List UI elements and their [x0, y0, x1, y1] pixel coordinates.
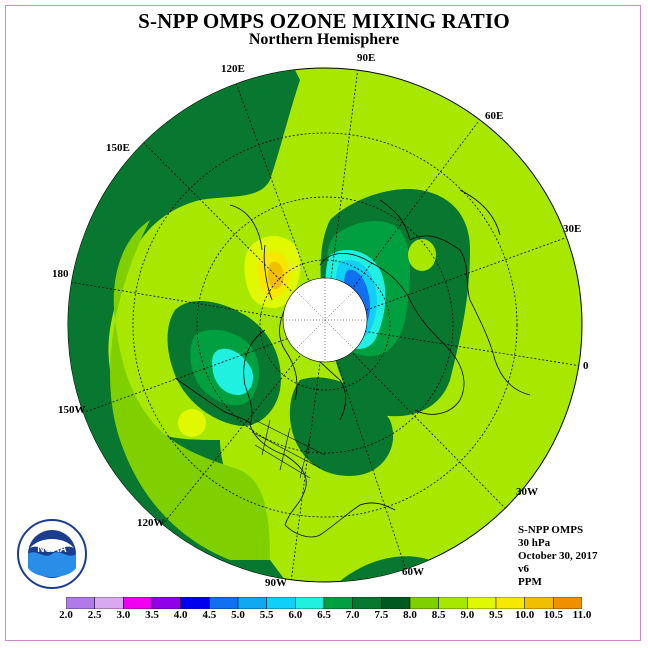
- colorbar-segment: [66, 597, 95, 609]
- state-boundaries: [251, 419, 326, 479]
- colorbar-segment: [524, 597, 554, 609]
- meridians: [69, 68, 582, 582]
- lon-label-180: 180: [52, 268, 69, 280]
- colorbar-segment: [209, 597, 239, 609]
- colorbar-segment: [180, 597, 210, 609]
- info-block: S-NPP OMPS 30 hPa October 30, 2017 v6 PP…: [518, 524, 598, 589]
- colorbar-tick-label: 2.0: [59, 609, 73, 621]
- colorbar-segment: [467, 597, 497, 609]
- colorbar-tick-label: 9.5: [489, 609, 503, 621]
- info-pressure: 30 hPa: [518, 537, 551, 549]
- noaa-logo-text: NOAA: [37, 544, 66, 555]
- colorbar-segment: [237, 597, 267, 609]
- contour-band-7.5-west: [110, 220, 270, 560]
- colorbar-tick-label: 11.0: [572, 609, 592, 621]
- colorbar-tick-label: 4.5: [202, 609, 217, 621]
- contour-band-7.5-europe: [408, 239, 436, 271]
- lon-label-90e: 90E: [357, 52, 376, 64]
- lon-label-120w: 120W: [137, 517, 165, 529]
- lon-label-30e: 30E: [563, 223, 582, 235]
- colorbar-tick-label: 3.0: [116, 609, 131, 621]
- latitude-circles: [132, 132, 518, 518]
- colorbar-segment: [553, 597, 582, 609]
- colorbar-tick-label: 7.0: [345, 609, 360, 621]
- contour-band-8.0-pacific: [178, 409, 206, 437]
- colorbar-tick-label: 8.0: [403, 609, 417, 621]
- contour-band-7.0-atlantic: [289, 377, 394, 476]
- coastlines: [174, 189, 531, 538]
- noaa-logo: NOAA: [17, 519, 87, 589]
- colorbar-tick-label: 4.0: [173, 609, 188, 621]
- colorbar: [66, 597, 582, 609]
- lon-label-30w: 30W: [516, 486, 538, 498]
- colorbar-tick-label: 9.0: [460, 609, 475, 621]
- colorbar-tick-label: 10.5: [543, 609, 563, 621]
- image-frame: [5, 5, 641, 641]
- info-version: v6: [518, 563, 529, 575]
- lon-label-0: 0: [583, 360, 589, 372]
- info-instrument: S-NPP OMPS: [518, 524, 584, 536]
- polar-gap-grid: [283, 278, 367, 362]
- contour-band-6.0-alaska: [212, 348, 254, 395]
- colorbar-tick-label: 3.5: [145, 609, 159, 621]
- map-subtitle: Northern Hemisphere: [248, 31, 400, 48]
- colorbar-tick-label: 5.0: [231, 609, 245, 621]
- colorbar-tick-label: 2.5: [87, 609, 102, 621]
- colorbar-segment: [295, 597, 325, 609]
- colorbar-tick-label: 6.5: [317, 609, 331, 621]
- colorbar-segment: [123, 597, 153, 609]
- lon-label-90w: 90W: [265, 577, 287, 589]
- colorbar-tick-label: 5.5: [259, 609, 274, 621]
- lon-label-60w: 60W: [402, 566, 424, 578]
- colorbar-segment: [94, 597, 124, 609]
- colorbar-segment: [323, 597, 353, 609]
- colorbar-segment: [352, 597, 382, 609]
- colorbar-tick-label: 7.5: [374, 609, 389, 621]
- info-units: PPM: [518, 576, 542, 588]
- lon-label-120e: 120E: [221, 63, 245, 75]
- colorbar-segment: [266, 597, 296, 609]
- colorbar-segment: [381, 597, 411, 609]
- colorbar-tick-label: 6.0: [288, 609, 303, 621]
- contour-band-7.0: [68, 68, 300, 582]
- colorbar-tick-label: 10.0: [515, 609, 535, 621]
- lon-label-60e: 60E: [485, 110, 504, 122]
- colorbar-segment: [151, 597, 181, 609]
- colorbar-segment: [438, 597, 468, 609]
- map-title: S-NPP OMPS OZONE MIXING RATIO: [138, 9, 510, 33]
- info-date: October 30, 2017: [518, 550, 598, 562]
- lon-label-150w: 150W: [58, 404, 86, 416]
- colorbar-segment: [409, 597, 439, 609]
- colorbar-tick-label: 8.5: [431, 609, 446, 621]
- colorbar-segment: [495, 597, 525, 609]
- lon-label-150e: 150E: [106, 142, 130, 154]
